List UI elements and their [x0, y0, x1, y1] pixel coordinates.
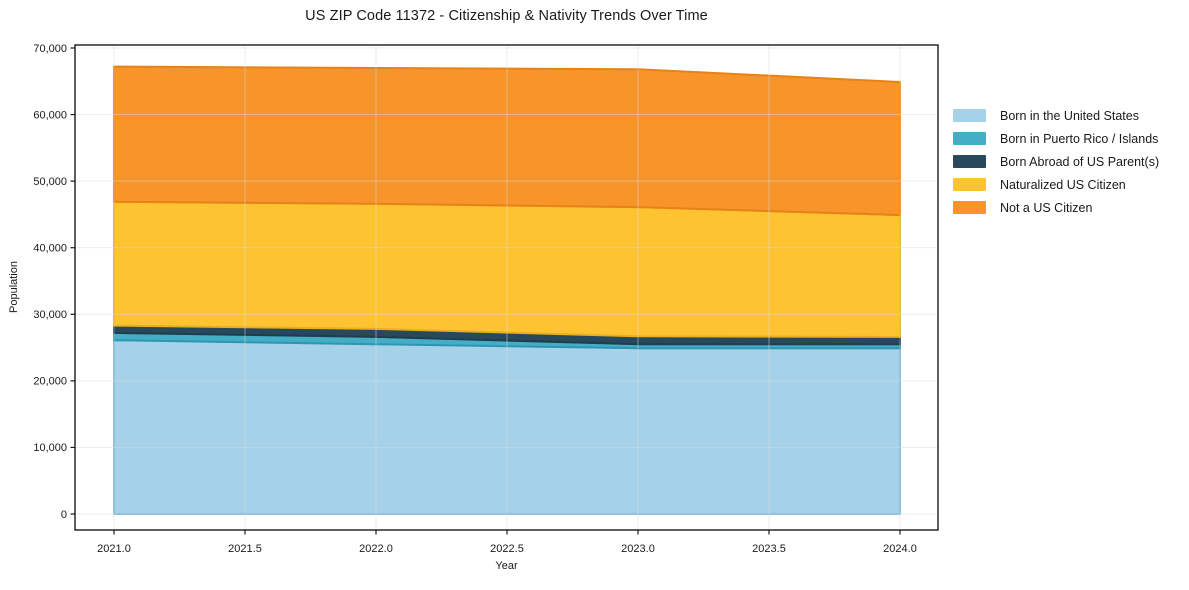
- x-tick-label: 2021.5: [228, 543, 262, 555]
- legend-swatch-naturalized: [953, 178, 986, 191]
- x-tick-label: 2021.0: [97, 543, 131, 555]
- legend-item: Not a US Citizen: [953, 196, 1159, 219]
- x-tick-label: 2022.0: [359, 543, 393, 555]
- y-tick-label: 30,000: [33, 309, 67, 321]
- y-tick-label: 10,000: [33, 442, 67, 454]
- legend-label: Born Abroad of US Parent(s): [1000, 154, 1160, 169]
- x-axis-title: Year: [495, 560, 518, 572]
- y-tick-label: 0: [61, 509, 67, 521]
- y-tick-label: 50,000: [33, 176, 67, 188]
- grid-lines: [75, 45, 938, 530]
- legend-label: Not a US Citizen: [1000, 200, 1093, 215]
- legend-swatch-not-citizen: [953, 201, 986, 214]
- legend-label: Born in the United States: [1000, 108, 1139, 123]
- legend: Born in the United States Born in Puerto…: [953, 104, 1159, 219]
- x-tick-label: 2022.5: [490, 543, 524, 555]
- legend-item: Born Abroad of US Parent(s): [953, 150, 1159, 173]
- y-tick-label: 40,000: [33, 243, 67, 255]
- legend-label: Born in Puerto Rico / Islands: [1000, 131, 1159, 146]
- y-tick-label: 70,000: [33, 43, 67, 55]
- chart-title: US ZIP Code 11372 - Citizenship & Nativi…: [305, 8, 708, 24]
- axes: 0 10,000 20,000 30,000 40,000 50,000 60,000 70,…: [33, 43, 939, 555]
- legend-item: Born in Puerto Rico / Islands: [953, 127, 1159, 150]
- y-tick-label: 20,000: [33, 376, 67, 388]
- x-tick-label: 2024.0: [883, 543, 917, 555]
- legend-swatch-born-us: [953, 109, 986, 122]
- legend-swatch-born-pr: [953, 132, 986, 145]
- legend-item: Born in the United States: [953, 104, 1159, 127]
- x-tick-label: 2023.0: [621, 543, 655, 555]
- y-axis-title: Population: [8, 261, 20, 313]
- y-tick-label: 60,000: [33, 109, 67, 121]
- legend-label: Naturalized US Citizen: [1000, 177, 1126, 192]
- x-tick-label: 2023.5: [752, 543, 786, 555]
- legend-item: Naturalized US Citizen: [953, 173, 1159, 196]
- legend-swatch-born-abroad: [953, 155, 986, 168]
